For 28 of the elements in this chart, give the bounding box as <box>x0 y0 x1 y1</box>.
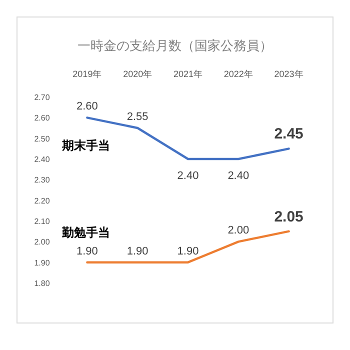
data-label: 2.40 <box>228 170 250 182</box>
x-tick-label: 2023年 <box>274 69 304 79</box>
y-tick-label: 2.40 <box>34 155 50 164</box>
data-label: 1.90 <box>177 245 199 258</box>
x-tick-label: 2020年 <box>123 69 152 79</box>
data-label: 2.45 <box>274 126 304 143</box>
y-tick-label: 2.50 <box>34 134 50 144</box>
data-label: 2.55 <box>126 111 148 123</box>
y-tick-label: 2.20 <box>34 196 50 206</box>
y-tick-label: 2.10 <box>34 217 50 226</box>
data-label: 2.05 <box>274 208 304 226</box>
data-label: 2.60 <box>76 100 98 113</box>
chart-title: 一時金の支給月数（国家公務員） <box>78 38 272 53</box>
y-tick-label: 2.70 <box>34 93 50 102</box>
data-label: 2.00 <box>228 224 250 237</box>
y-tick-label: 2.00 <box>34 238 50 247</box>
x-tick-label: 2022年 <box>224 69 253 79</box>
data-label: 1.90 <box>126 245 148 258</box>
x-tick-label: 2019年 <box>72 69 102 79</box>
y-tick-label: 2.60 <box>34 114 50 123</box>
series-label: 勤勉手当 <box>61 225 110 240</box>
data-label: 1.90 <box>76 245 98 258</box>
series-label: 期末手当 <box>61 138 110 153</box>
y-tick-label: 1.80 <box>34 279 50 288</box>
data-label: 2.40 <box>177 170 199 182</box>
x-tick-label: 2021年 <box>173 69 203 79</box>
y-tick-label: 2.30 <box>34 176 50 185</box>
y-tick-label: 1.90 <box>34 258 50 268</box>
